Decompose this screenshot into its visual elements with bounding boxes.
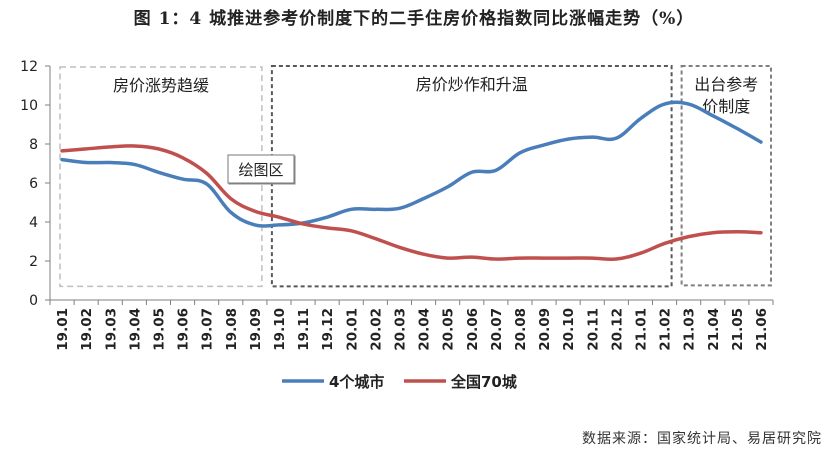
x-tick-labels: 19.01 19.02 19.03 19.04 19.05 19.06 19.07 19.08… xyxy=(49,300,774,351)
annotation-label: 房价炒作和升温 xyxy=(416,75,528,94)
x-tick-label: 19.09 xyxy=(248,308,264,351)
y-tick-label: 8 xyxy=(29,137,38,153)
x-tick-label: 19.08 xyxy=(224,308,240,351)
annotation-label: 出台参考 xyxy=(694,75,758,94)
x-tick-label: 21.02 xyxy=(658,308,674,351)
x-tick-label: 21.01 xyxy=(633,308,649,351)
y-tick-label: 10 xyxy=(20,98,38,114)
x-tick-label: 21.05 xyxy=(730,308,746,351)
x-tick-label: 19.01 xyxy=(55,308,71,351)
y-tick-label: 0 xyxy=(29,293,38,309)
x-tick-label: 19.11 xyxy=(296,308,312,351)
x-tick-label: 19.03 xyxy=(103,308,119,351)
x-tick-label: 20.03 xyxy=(392,308,408,351)
tooltip-border xyxy=(227,154,295,184)
axes xyxy=(49,66,773,301)
series-line-2 xyxy=(60,144,763,262)
x-tick-label: 20.06 xyxy=(465,308,481,351)
annotation-box xyxy=(680,65,772,287)
x-tick-label: 20.02 xyxy=(368,308,384,351)
legend-label: 全国70城 xyxy=(450,373,517,391)
x-tick-label: 19.12 xyxy=(320,308,336,351)
x-tick-label: 21.04 xyxy=(706,308,722,351)
x-tick-label: 20.07 xyxy=(489,308,505,351)
x-tick-label: 20.01 xyxy=(344,308,360,351)
series-lines xyxy=(60,100,763,262)
x-tick-label: 19.04 xyxy=(127,308,143,351)
y-tick-label: 12 xyxy=(20,59,38,75)
y-tick-label: 2 xyxy=(29,254,38,270)
tooltip-text: 绘图区 xyxy=(238,161,283,179)
x-tick-label: 20.11 xyxy=(585,308,601,351)
legend: 4个城市 全国70城 xyxy=(282,373,517,391)
chart-title: 图 1：4 城推进参考价制度下的二手住房价格指数同比涨幅走势（%） xyxy=(133,9,695,29)
legend-label: 4个城市 xyxy=(329,373,384,391)
x-tick-label: 20.10 xyxy=(561,308,577,351)
source-note: 数据来源：国家统计局、易居研究院 xyxy=(582,431,822,447)
x-tick-label: 20.12 xyxy=(609,308,625,351)
x-tick-label: 19.05 xyxy=(151,308,167,351)
x-tick-label: 20.08 xyxy=(513,308,529,351)
y-tick-label: 6 xyxy=(29,176,38,192)
y-tick-label: 4 xyxy=(29,215,38,231)
x-tick-label: 20.04 xyxy=(417,308,433,351)
y-tick-labels: 0 2 4 6 8 10 12 xyxy=(20,59,50,309)
x-tick-label: 20.05 xyxy=(441,308,457,351)
annotation-label: 价制度 xyxy=(702,97,750,116)
annotation-box xyxy=(270,65,673,288)
x-tick-label: 19.02 xyxy=(79,308,95,351)
x-tick-label: 21.06 xyxy=(754,308,770,351)
x-tick-label: 20.09 xyxy=(537,308,553,351)
annotation-label: 房价涨势趋缓 xyxy=(113,76,209,95)
plot-area-tooltip: 绘图区 xyxy=(227,154,296,185)
x-tick-label: 19.10 xyxy=(272,308,288,351)
x-tick-label: 19.06 xyxy=(176,308,192,351)
series-line-1 xyxy=(60,100,763,228)
x-tick-label: 19.07 xyxy=(200,308,216,351)
x-tick-label: 21.03 xyxy=(682,308,698,351)
